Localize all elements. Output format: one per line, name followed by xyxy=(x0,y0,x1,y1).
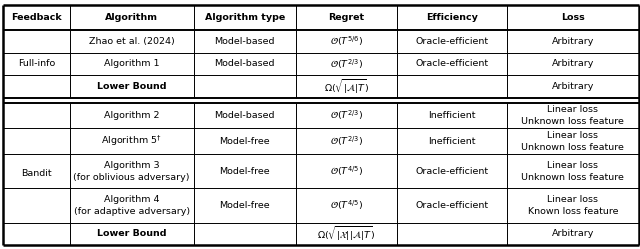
Text: Linear loss
Unknown loss feature: Linear loss Unknown loss feature xyxy=(522,105,624,126)
Text: Model-free: Model-free xyxy=(220,201,270,210)
Text: Oracle-efficient: Oracle-efficient xyxy=(415,37,489,46)
Text: Arbitrary: Arbitrary xyxy=(552,82,594,91)
Text: Regret: Regret xyxy=(328,13,365,22)
Text: Loss: Loss xyxy=(561,13,584,22)
Text: Inefficient: Inefficient xyxy=(428,137,476,146)
Text: Model-free: Model-free xyxy=(220,137,270,146)
Text: Algorithm 3
(for oblivious adversary): Algorithm 3 (for oblivious adversary) xyxy=(74,161,190,182)
Text: Algorithm: Algorithm xyxy=(105,13,158,22)
Text: Zhao et al. (2024): Zhao et al. (2024) xyxy=(89,37,175,46)
Text: Oracle-efficient: Oracle-efficient xyxy=(415,201,489,210)
Text: $\mathcal{O}(T^{2/3})$: $\mathcal{O}(T^{2/3})$ xyxy=(330,57,363,71)
Text: Linear loss
Unknown loss feature: Linear loss Unknown loss feature xyxy=(522,131,624,152)
Text: Algorithm 2: Algorithm 2 xyxy=(104,111,159,120)
Text: Inefficient: Inefficient xyxy=(428,111,476,120)
Text: Algorithm 4
(for adaptive adversary): Algorithm 4 (for adaptive adversary) xyxy=(74,195,190,216)
Text: $\Omega(\sqrt{|\mathcal{X}||\mathcal{A}|T})$: $\Omega(\sqrt{|\mathcal{X}||\mathcal{A}|… xyxy=(317,225,376,243)
Text: Model-free: Model-free xyxy=(220,167,270,176)
Text: Arbitrary: Arbitrary xyxy=(552,37,594,46)
Text: $\mathcal{O}(T^{5/6})$: $\mathcal{O}(T^{5/6})$ xyxy=(330,35,363,48)
Text: Lower Bound: Lower Bound xyxy=(97,230,166,239)
Text: Algorithm type: Algorithm type xyxy=(205,13,285,22)
Text: Algorithm 5$^{\dagger}$: Algorithm 5$^{\dagger}$ xyxy=(101,134,162,148)
Text: Algorithm 1: Algorithm 1 xyxy=(104,60,159,68)
Text: $\mathcal{O}(T^{4/5})$: $\mathcal{O}(T^{4/5})$ xyxy=(330,199,363,212)
Text: $\Omega(\sqrt{|\mathcal{A}|T})$: $\Omega(\sqrt{|\mathcal{A}|T})$ xyxy=(324,77,369,96)
Text: Arbitrary: Arbitrary xyxy=(552,230,594,239)
Text: Oracle-efficient: Oracle-efficient xyxy=(415,60,489,68)
Text: Linear loss
Known loss feature: Linear loss Known loss feature xyxy=(527,195,618,216)
Text: Arbitrary: Arbitrary xyxy=(552,60,594,68)
Text: Feedback: Feedback xyxy=(11,13,61,22)
Text: $\mathcal{O}(T^{2/3})$: $\mathcal{O}(T^{2/3})$ xyxy=(330,109,363,122)
Text: Model-based: Model-based xyxy=(214,111,275,120)
Text: Lower Bound: Lower Bound xyxy=(97,82,166,91)
Text: $\mathcal{O}(T^{2/3})$: $\mathcal{O}(T^{2/3})$ xyxy=(330,134,363,148)
Text: Model-based: Model-based xyxy=(214,60,275,68)
Text: Efficiency: Efficiency xyxy=(426,13,478,22)
Text: Model-based: Model-based xyxy=(214,37,275,46)
Text: Oracle-efficient: Oracle-efficient xyxy=(415,167,489,176)
Text: $\mathcal{O}(T^{4/5})$: $\mathcal{O}(T^{4/5})$ xyxy=(330,164,363,178)
Text: Bandit: Bandit xyxy=(21,169,52,178)
Text: Linear loss
Unknown loss feature: Linear loss Unknown loss feature xyxy=(522,161,624,182)
Text: Full-info: Full-info xyxy=(18,60,55,68)
